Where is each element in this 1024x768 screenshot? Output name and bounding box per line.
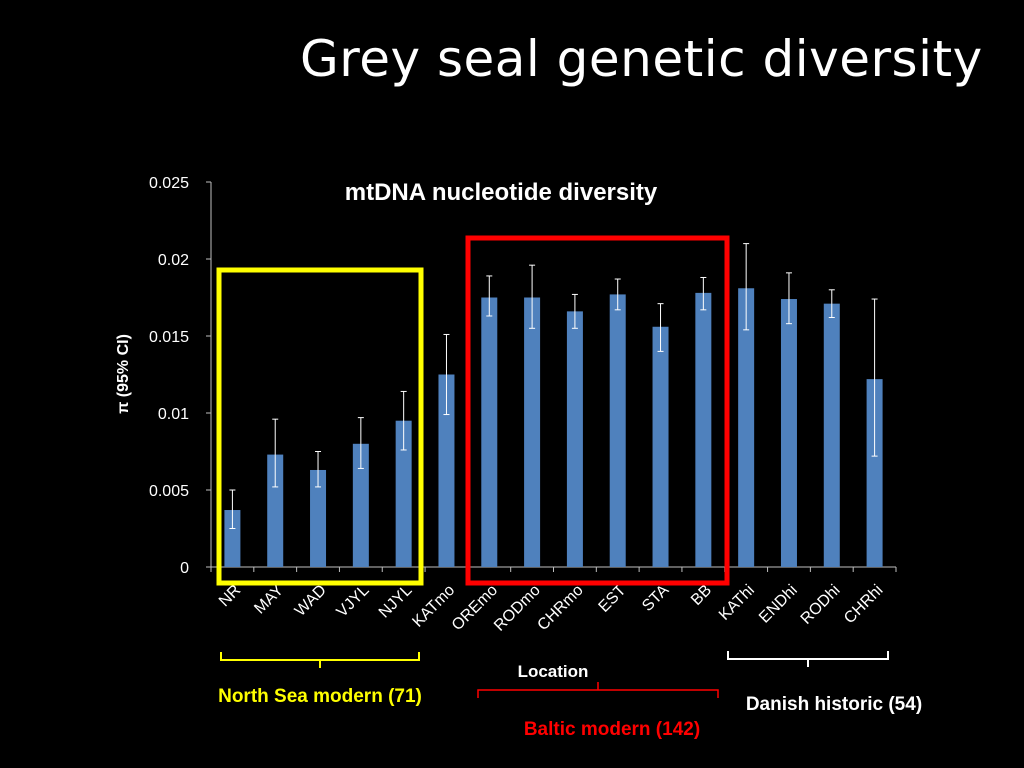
bar: [352, 443, 369, 567]
chart-title: mtDNA nucleotide diversity: [345, 179, 658, 206]
bar: [310, 469, 327, 567]
x-tick-label: STA: [639, 582, 672, 615]
group-brace: [220, 652, 420, 668]
bar: [652, 326, 669, 567]
x-tick-label: EST: [596, 582, 630, 616]
bar: [695, 292, 712, 567]
y-axis-label: π (95% CI): [115, 334, 132, 414]
x-tick-label: NR: [216, 582, 244, 610]
x-tick-label: RODmo: [491, 582, 544, 635]
bar: [395, 420, 412, 567]
x-axis-label: Location: [518, 662, 589, 681]
x-tick-label: WAD: [292, 582, 330, 620]
bar: [566, 311, 583, 567]
bar: [524, 297, 541, 567]
y-tick-label: 0.025: [149, 175, 189, 192]
group-label: Baltic modern (142): [524, 719, 700, 740]
x-tick-label: RODhi: [798, 582, 844, 628]
x-tick-label: MAY: [251, 582, 287, 618]
group-highlight-boxes: [216, 235, 730, 586]
x-tick-label: CHRhi: [841, 582, 886, 627]
bar: [609, 294, 626, 567]
group-label: North Sea modern (71): [218, 686, 422, 707]
group-label: Danish historic (54): [746, 694, 922, 715]
bar: [780, 299, 797, 567]
chart-y-tick-labels: 0 0.005 0.01 0.015 0.02 0.025: [149, 175, 189, 577]
group-braces: North Sea modern (71) Baltic modern (142)…: [218, 651, 922, 740]
group-brace: [477, 682, 719, 698]
y-tick-label: 0.01: [158, 406, 189, 423]
x-tick-label: VJYL: [334, 582, 373, 621]
x-tick-label: BB: [688, 582, 715, 609]
bar: [224, 510, 241, 567]
y-tick-label: 0.015: [149, 329, 189, 346]
bar: [438, 374, 455, 567]
x-tick-label: ENDhi: [756, 582, 801, 627]
slide-title: Grey seal genetic diversity: [300, 30, 983, 88]
x-tick-label: NJYL: [376, 582, 416, 622]
chart-error-bars: [229, 243, 878, 529]
y-tick-label: 0.005: [149, 483, 189, 500]
chart-bars: [224, 288, 883, 567]
group-box: [465, 235, 730, 586]
x-tick-label: CHRmo: [534, 582, 586, 634]
bar: [738, 288, 755, 567]
y-tick-label: 0: [180, 560, 189, 577]
bar: [823, 303, 840, 567]
group-box: [216, 267, 424, 586]
group-brace: [727, 651, 889, 667]
x-tick-label: KAThi: [716, 582, 758, 624]
bar: [866, 379, 883, 567]
bar: [481, 297, 498, 567]
bar: [267, 454, 284, 567]
y-tick-label: 0.02: [158, 252, 189, 269]
